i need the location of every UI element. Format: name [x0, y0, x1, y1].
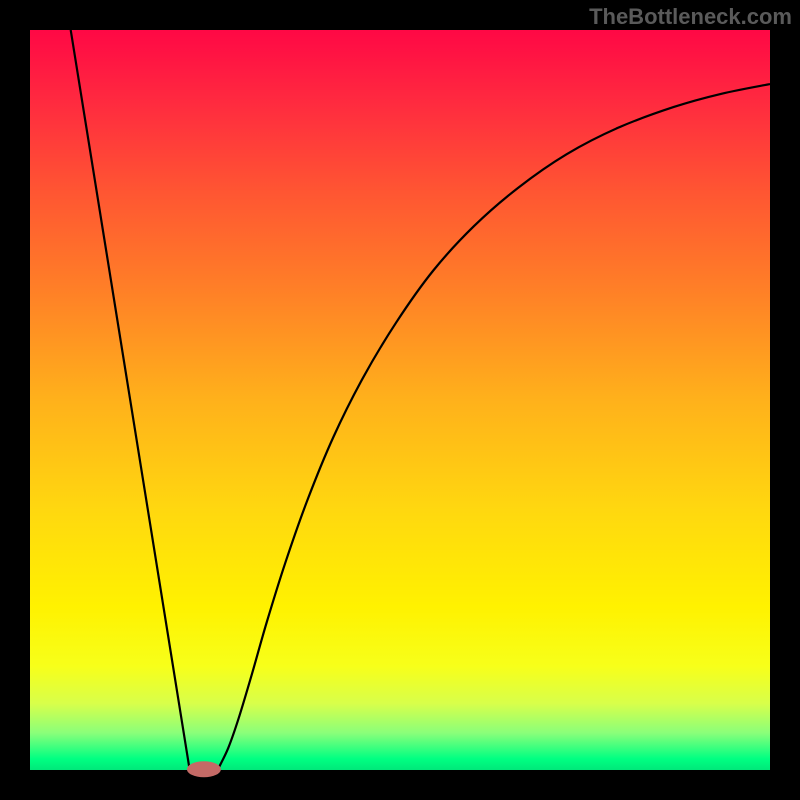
plot-background [30, 30, 770, 770]
watermark-text: TheBottleneck.com [589, 4, 792, 30]
chart-svg [0, 0, 800, 800]
chart-container: TheBottleneck.com [0, 0, 800, 800]
minimum-marker [187, 761, 221, 777]
